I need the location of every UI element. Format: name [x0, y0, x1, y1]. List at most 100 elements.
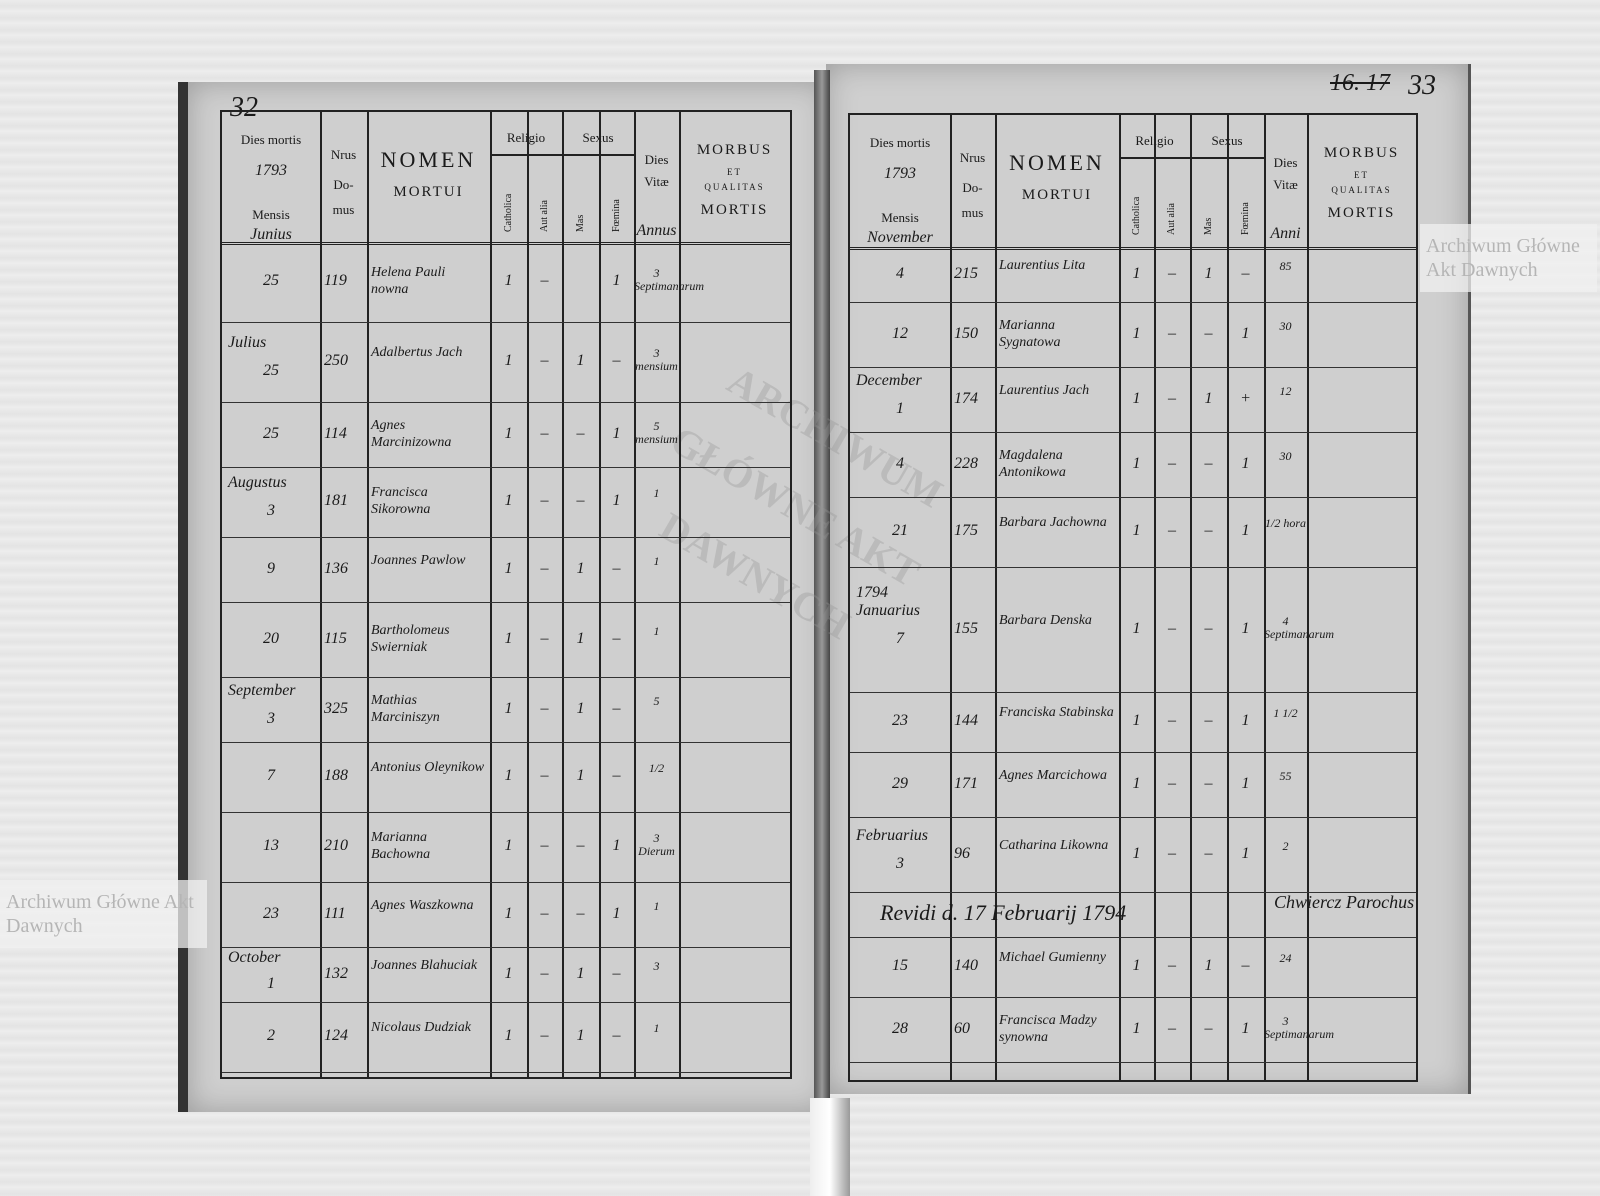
- header-mensis: Mensis: [252, 207, 290, 222]
- entry-house-number: 181: [324, 492, 348, 509]
- entry-name: Laurentius Jach: [999, 382, 1090, 398]
- entry-day: 7: [896, 629, 904, 647]
- entry-day: 25: [263, 424, 279, 442]
- entry-cath: 1: [504, 492, 513, 509]
- entry-mas: –: [1204, 712, 1213, 729]
- header-year: 1793: [255, 162, 287, 179]
- table-row: 25 114 Agnes Marcinizowna 1 – – 1 5 mensium: [222, 402, 790, 468]
- entry-age: 1: [653, 623, 660, 638]
- table-row: 7 188 Antonius Oleynikow 1 – 1 – 1/2: [222, 742, 790, 813]
- entry-mas: 1: [576, 1027, 585, 1044]
- entry-name: Francisca Sikorowna: [371, 485, 431, 517]
- entry-age: 85: [1279, 258, 1292, 273]
- entry-fem: –: [612, 559, 621, 577]
- entry-cath: 1: [1132, 957, 1141, 974]
- entry-month: 1794 Januarius: [856, 583, 920, 619]
- table-header: Dies mortis 1793 Mensis Junius Nrus Do-mus NOM…: [222, 112, 790, 245]
- column-divider: [1307, 115, 1309, 1080]
- entry-cath: 1: [1132, 389, 1141, 407]
- entry-name: Catharina Likowna: [999, 837, 1109, 853]
- column-divider: [490, 112, 492, 1077]
- header-month: Junius: [250, 226, 292, 243]
- entry-age: 2: [1282, 838, 1289, 853]
- entry-cath: 1: [504, 352, 513, 369]
- entry-house-number: 114: [324, 424, 347, 442]
- entry-alia: –: [540, 837, 549, 854]
- entry-cath: 1: [504, 699, 513, 717]
- header-mus: mus: [961, 205, 984, 220]
- entry-month: September: [228, 681, 296, 699]
- entry-house-number: 96: [954, 844, 970, 862]
- table-row: 20 115 Bartholomeus Swierniak 1 – 1 – 1: [222, 602, 790, 678]
- entry-house-number: 150: [954, 324, 978, 342]
- revision-row: Revidi d. 17 Februarij 1794 Chwiercz Paro…: [850, 892, 1416, 938]
- header-mortis: MORTIS: [1327, 205, 1396, 221]
- entry-cath: 1: [504, 837, 513, 854]
- entry-day: 1: [267, 974, 275, 992]
- entry-age: 5: [653, 693, 660, 708]
- header-catholica: Catholica: [1130, 196, 1142, 235]
- right-register-table: Dies mortis 1793 Mensis November Nrus Do-mus N…: [848, 113, 1418, 1082]
- entry-name: Franciska Stabinska: [999, 705, 1114, 720]
- entry-age: 30: [1279, 318, 1292, 333]
- entry-alia: –: [1168, 1019, 1176, 1037]
- entry-age: 1: [653, 1021, 660, 1035]
- entry-day: 15: [892, 957, 908, 974]
- entry-alia: –: [1168, 619, 1176, 637]
- entry-name: Nicolaus Dudziak: [371, 1020, 471, 1035]
- old-page-number: 16. 17: [1330, 70, 1390, 96]
- entry-fem: 1: [1241, 324, 1250, 342]
- entry-age: 3 mensium: [635, 346, 678, 373]
- entry-day: 23: [263, 904, 279, 922]
- entry-name: Bartholomeus Swierniak: [371, 622, 450, 655]
- column-divider: [679, 112, 681, 1077]
- column-divider: [367, 112, 369, 1077]
- entry-house-number: 210: [324, 837, 348, 854]
- entry-fem: –: [612, 1027, 621, 1044]
- entry-alia: –: [540, 699, 549, 717]
- entry-cath: 1: [1132, 1019, 1141, 1037]
- entry-fem: 1: [1241, 522, 1250, 539]
- entry-cath: 1: [1132, 844, 1141, 862]
- entry-day: 1: [896, 399, 904, 417]
- header-sexus: Sexus: [582, 130, 614, 145]
- entry-fem: 1: [1241, 774, 1250, 792]
- entry-fem: –: [612, 964, 621, 982]
- entry-day: 21: [892, 522, 908, 539]
- column-divider: [634, 112, 636, 1077]
- entry-age: 1: [653, 486, 660, 500]
- header-et: ET: [727, 167, 742, 177]
- column-divider: [562, 112, 564, 1077]
- header-catholica: Catholica: [502, 193, 514, 232]
- entry-name: Magdalena Antonikowa: [999, 447, 1066, 480]
- entry-cath: 1: [1132, 454, 1141, 472]
- entry-age: 55: [1279, 768, 1292, 783]
- entry-mas: –: [1204, 774, 1213, 792]
- entry-name: Joannes Pawlow: [371, 552, 466, 568]
- entry-mas: –: [576, 904, 585, 922]
- entry-alia: –: [1168, 389, 1176, 407]
- entry-mas: 1: [576, 767, 585, 784]
- entry-fem: 1: [1241, 454, 1250, 472]
- column-divider: [995, 115, 997, 1080]
- entry-mas: –: [1204, 619, 1213, 637]
- entry-age: 5 mensium: [635, 418, 678, 446]
- entry-house-number: 132: [324, 964, 348, 982]
- entry-alia: –: [1168, 454, 1176, 472]
- entry-age: 1 1/2: [1273, 706, 1298, 720]
- header-dies: Dies: [644, 152, 669, 167]
- header-femina: Fœmina: [1239, 202, 1251, 235]
- entry-house-number: 115: [324, 629, 347, 647]
- entry-name: Helena Pauli nowna: [371, 265, 446, 297]
- entry-alia: –: [540, 492, 549, 509]
- entry-mas: 1: [576, 629, 585, 647]
- entry-alia: –: [540, 1027, 549, 1044]
- entry-house-number: 188: [324, 767, 348, 784]
- entry-house-number: 215: [954, 264, 978, 282]
- entry-alia: –: [1168, 774, 1176, 792]
- entry-name: Joannes Blahuciak: [371, 957, 478, 973]
- table-row: 29 171 Agnes Marcichowa 1 – – 1 55: [850, 752, 1416, 818]
- left-page-number: 32: [230, 92, 258, 123]
- entry-mas: –: [576, 837, 585, 854]
- entry-name: Francisca Madzy synowna: [999, 1012, 1097, 1045]
